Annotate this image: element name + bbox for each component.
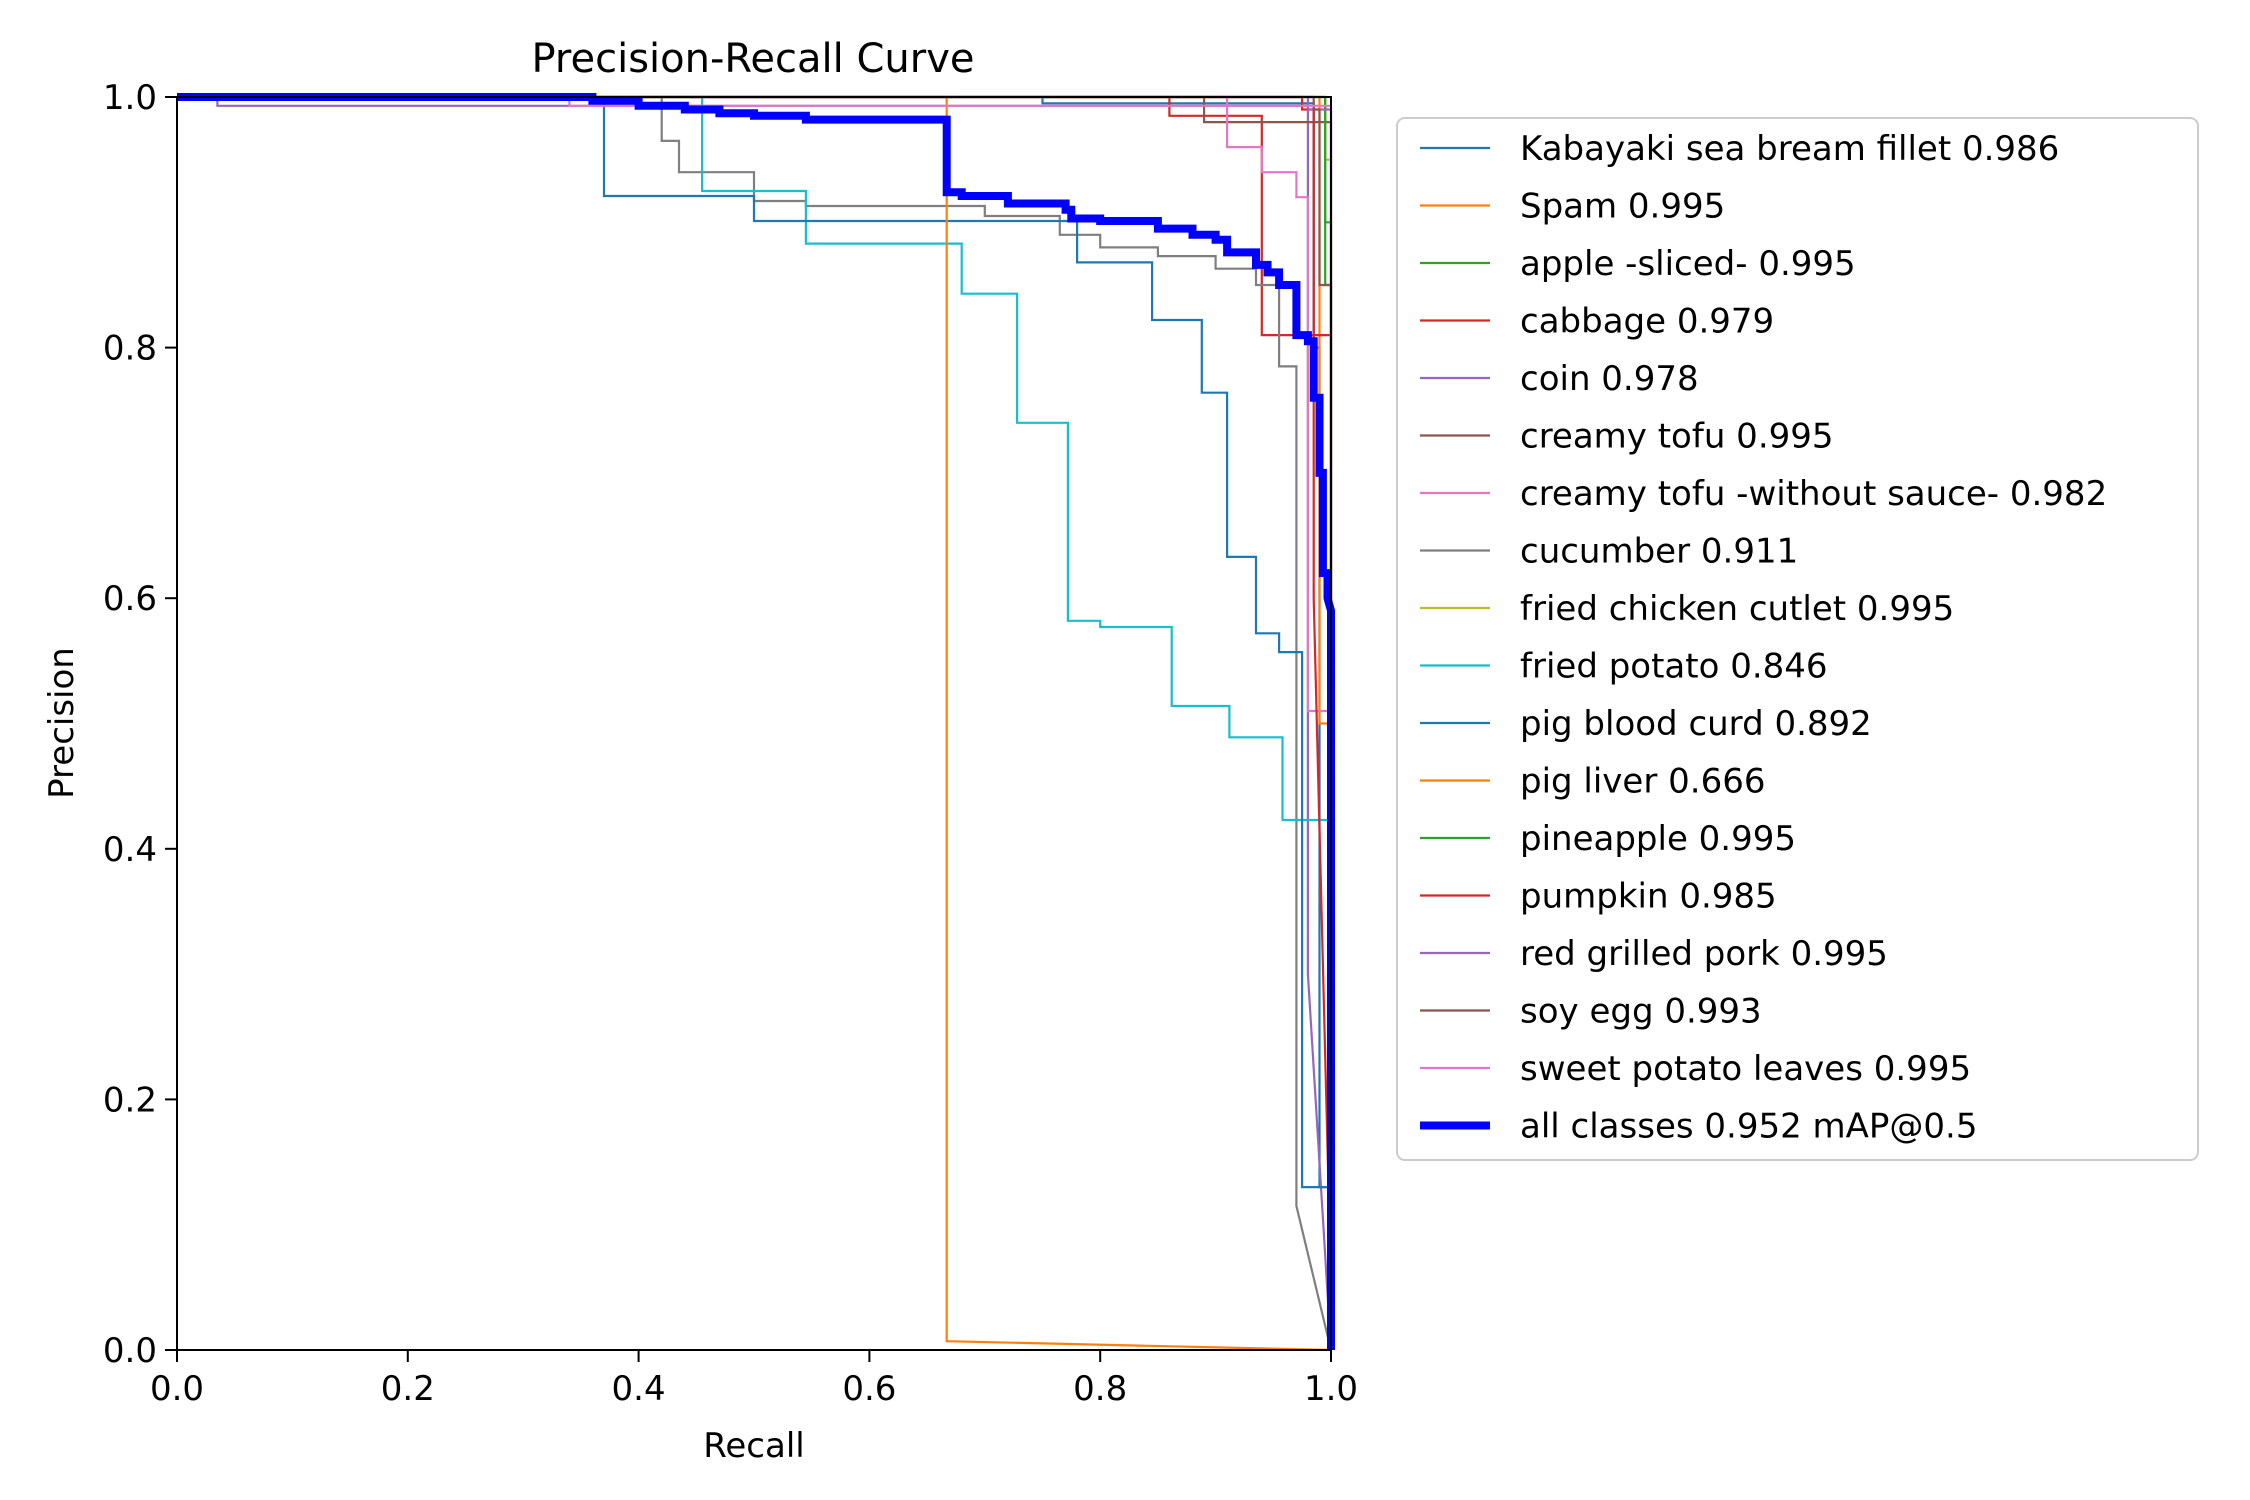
- legend-frame: [1396, 117, 2199, 1161]
- legend-entry: pig liver 0.666: [1520, 762, 1765, 802]
- legend-entry: sweet potato leaves 0.995: [1520, 1049, 1971, 1089]
- legend-entry: fried potato 0.846: [1520, 647, 1828, 687]
- x-tick-label: 0.0: [150, 1369, 204, 1409]
- plot-frame: [176, 96, 1332, 1351]
- legend-entry: pig blood curd 0.892: [1520, 704, 1872, 744]
- x-tick-label: 0.4: [612, 1369, 666, 1409]
- legend-entry: red grilled pork 0.995: [1520, 934, 1888, 974]
- legend-entry: apple -sliced- 0.995: [1520, 244, 1856, 284]
- legend-entry: coin 0.978: [1520, 359, 1699, 399]
- legend: Kabayaki sea bream fillet 0.986 Spam 0.99…: [1396, 117, 2199, 1161]
- plot-background: [177, 97, 1331, 1350]
- y-tick-label: 1.0: [103, 78, 157, 118]
- legend-entry: creamy tofu -without sauce- 0.982: [1520, 474, 2107, 514]
- legend-entry: creamy tofu 0.995: [1520, 417, 1834, 457]
- x-tick-label: 0.8: [1073, 1369, 1127, 1409]
- y-axis-label: Precision: [42, 647, 82, 799]
- x-tick-label: 1.0: [1304, 1369, 1358, 1409]
- y-tick-label: 0.6: [103, 579, 157, 619]
- series-line-10: [177, 95, 1333, 1350]
- legend-entry: soy egg 0.993: [1520, 992, 1762, 1032]
- legend-entry: cucumber 0.911: [1520, 532, 1798, 572]
- legend-entry: Spam 0.995: [1520, 187, 1725, 227]
- y-tick-label: 0.0: [103, 1331, 157, 1371]
- y-tick-label: 0.2: [103, 1080, 157, 1120]
- chart-title: Precision-Recall Curve: [532, 36, 975, 82]
- legend-entry: Kabayaki sea bream fillet 0.986: [1520, 129, 2059, 169]
- x-tick-label: 0.2: [381, 1369, 435, 1409]
- plot-area: [176, 93, 1335, 1352]
- legend-entry: fried chicken cutlet 0.995: [1520, 589, 1954, 629]
- legend-entry: cabbage 0.979: [1520, 302, 1774, 342]
- y-tick-label: 0.8: [103, 329, 157, 369]
- x-axis: 0.0 0.2 0.4 0.6 0.8 1.0: [150, 1350, 1358, 1409]
- series-line-all-classes: [177, 93, 1335, 1350]
- y-axis: 0.0 0.2 0.4 0.6 0.8 1.0: [103, 78, 177, 1371]
- series-line-9: [177, 95, 1333, 1350]
- legend-entry: pumpkin 0.985: [1520, 877, 1777, 917]
- x-axis-label: Recall: [703, 1426, 804, 1466]
- legend-entry: pineapple 0.995: [1520, 819, 1796, 859]
- x-tick-label: 0.6: [842, 1369, 896, 1409]
- legend-entry: all classes 0.952 mAP@0.5: [1520, 1107, 1977, 1147]
- y-tick-label: 0.4: [103, 830, 157, 870]
- legend-items: Kabayaki sea bream fillet 0.986 Spam 0.99…: [1420, 129, 2107, 1147]
